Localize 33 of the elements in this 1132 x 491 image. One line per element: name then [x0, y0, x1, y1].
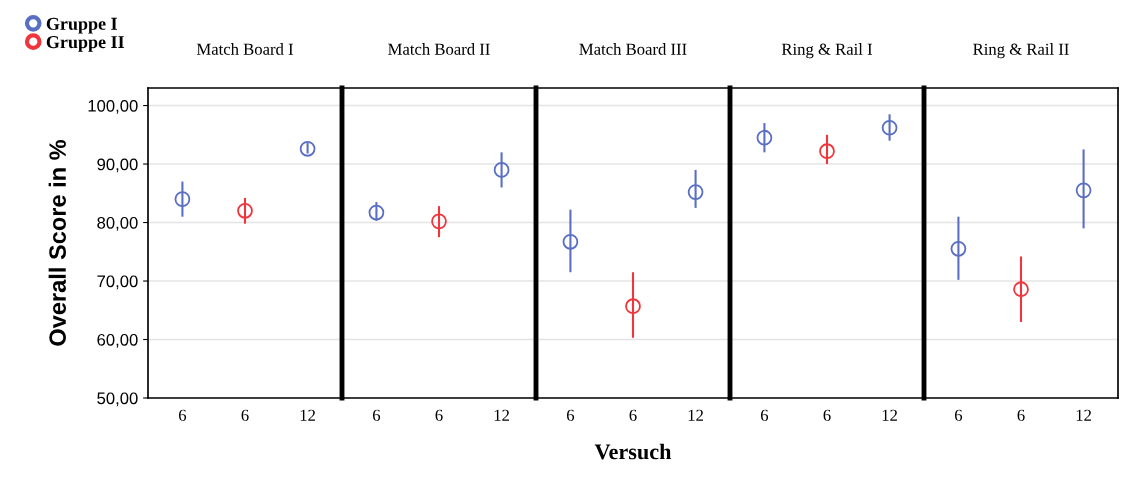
x-tick-label: 6: [241, 409, 249, 421]
x-tick-label: 6: [178, 409, 187, 421]
y-tick-label: 70,00: [97, 275, 138, 290]
x-tick-label: 6: [954, 409, 963, 421]
y-tick-label: 100,00: [88, 99, 138, 114]
x-tick-label: 6: [1017, 409, 1025, 421]
legend-label: Gruppe II: [46, 36, 125, 52]
chart-title: Ring & Rail II: [973, 43, 1069, 59]
chart-title: Match Board II: [388, 43, 490, 55]
x-tick-label: 6: [760, 409, 769, 421]
x-tick-label: 12: [1076, 409, 1091, 421]
x-axis-title: Versuch: [594, 443, 672, 460]
y-tick-label: 60,00: [97, 333, 138, 348]
y-axis-title: Overall Score in %: [48, 139, 66, 346]
y-tick-label: 80,00: [97, 216, 138, 231]
y-tick-label: 50,00: [97, 392, 138, 407]
y-tick-label: 90,00: [97, 158, 138, 173]
x-tick-label: 6: [823, 409, 831, 421]
x-tick-label: 6: [372, 409, 381, 421]
x-tick-label: 6: [435, 409, 443, 421]
x-tick-label: 6: [566, 409, 575, 421]
x-tick-label: 6: [629, 409, 637, 421]
chart-title: Match Board III: [579, 43, 687, 55]
x-tick-label: 12: [300, 409, 315, 421]
point: [299, 140, 316, 157]
point: [174, 191, 191, 207]
chart-title: Match Board I: [196, 43, 294, 55]
legend-label: Gruppe I: [46, 17, 117, 34]
x-tick-label: 12: [882, 409, 897, 421]
x-tick-label: 12: [688, 409, 703, 421]
x-tick-label: 12: [494, 409, 509, 421]
point: [237, 202, 253, 219]
chart-title: Ring & Rail I: [781, 43, 873, 59]
